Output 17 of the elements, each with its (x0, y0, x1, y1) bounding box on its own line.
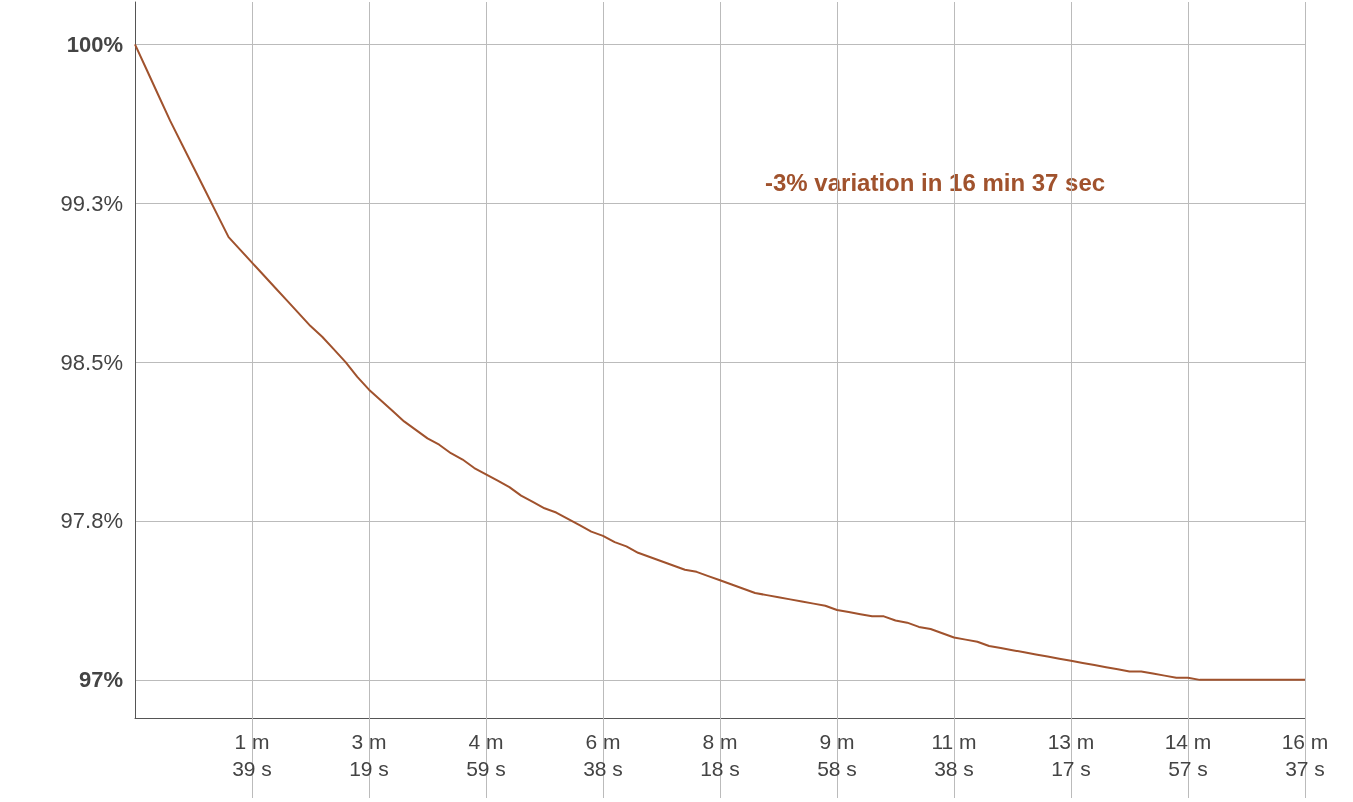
line-series (134, 43, 1306, 681)
x-tick-label: 4 m 59 s (466, 730, 506, 780)
x-tick-label: 1 m 39 s (232, 730, 272, 780)
y-tick-label: 99.3% (60, 190, 123, 216)
x-tick-label: 16 m 37 s (1281, 730, 1329, 780)
x-tick-label: 8 m 18 s (700, 730, 740, 780)
x-tick-label: 14 m 57 s (1164, 730, 1212, 780)
annotation: -3% variation in 16 min 37 sec (765, 168, 1106, 196)
y-tick-label: 97% (78, 667, 123, 693)
y-tick-label: 100% (66, 31, 123, 57)
x-tick-label: 11 m 38 s (931, 730, 977, 780)
x-tick-label: 13 m 17 s (1047, 730, 1095, 780)
x-tick-label: 9 m 58 s (817, 730, 857, 780)
y-tick-label: 98.5% (60, 349, 123, 375)
y-tick-label: 97.8% (60, 508, 123, 534)
x-tick-label: 3 m 19 s (349, 730, 389, 780)
x-tick-label: 6 m 38 s (583, 730, 623, 780)
